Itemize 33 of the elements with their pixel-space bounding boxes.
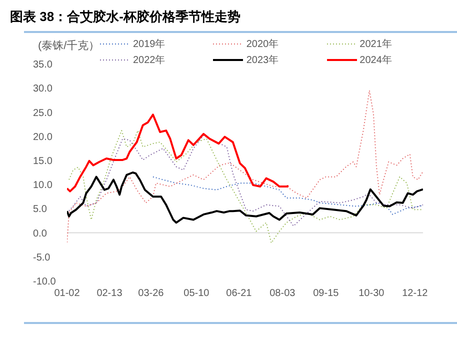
x-tick-label: 02-13 <box>96 288 123 300</box>
x-tick-label: 03-26 <box>138 288 164 300</box>
x-tick-label: 08-03 <box>270 288 296 300</box>
legend-label: 2019年 <box>133 38 166 51</box>
y-tick-label: 20.0 <box>33 132 53 143</box>
y-tick-label: 10.0 <box>33 180 53 192</box>
x-tick-label: 01-02 <box>54 288 80 300</box>
line-series <box>67 114 290 192</box>
y-axis-title: (泰铢/千克） <box>38 39 100 53</box>
legend-label: 2021年 <box>360 38 392 51</box>
x-tick-label: 10-30 <box>358 288 385 300</box>
x-tick-label: 09-15 <box>313 288 340 300</box>
line-series <box>67 172 423 224</box>
y-tick-label: 0.0 <box>33 228 48 240</box>
x-tick-label: 12-12 <box>402 288 428 300</box>
y-tick-label: -10.0 <box>33 276 56 288</box>
y-tick-label: -5.0 <box>33 252 51 264</box>
line-series <box>67 90 423 243</box>
y-tick-label: 5.0 <box>33 204 48 216</box>
legend-label: 2024年 <box>360 54 392 67</box>
legend-label: 2020年 <box>246 38 279 51</box>
line-series <box>67 134 423 227</box>
legend-label: 2022年 <box>133 54 166 67</box>
y-tick-label: 25.0 <box>33 108 53 119</box>
chart-title: 图表 38：合艾胶水-杯胶价格季节性走势 <box>10 8 240 26</box>
line-series <box>152 176 423 215</box>
y-tick-label: 15.0 <box>33 156 53 167</box>
line-series <box>68 130 423 244</box>
legend-label: 2023年 <box>246 54 279 67</box>
y-tick-label: 35.0 <box>33 60 53 71</box>
x-tick-label: 05-10 <box>184 288 210 300</box>
x-tick-label: 06-21 <box>226 288 252 300</box>
y-tick-label: 30.0 <box>33 84 53 95</box>
